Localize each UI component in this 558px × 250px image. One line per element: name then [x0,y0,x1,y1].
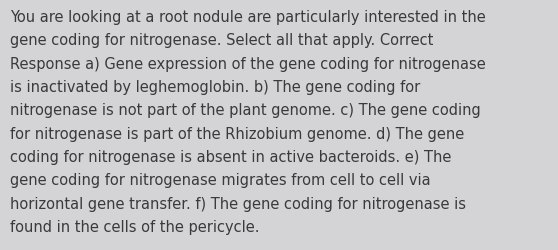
Text: coding for nitrogenase is absent in active bacteroids. e) The: coding for nitrogenase is absent in acti… [10,150,451,164]
Text: gene coding for nitrogenase migrates from cell to cell via: gene coding for nitrogenase migrates fro… [10,173,431,188]
Text: nitrogenase is not part of the plant genome. c) The gene coding: nitrogenase is not part of the plant gen… [10,103,481,118]
Text: Response a) Gene expression of the gene coding for nitrogenase: Response a) Gene expression of the gene … [10,56,486,72]
Text: for nitrogenase is part of the Rhizobium genome. d) The gene: for nitrogenase is part of the Rhizobium… [10,126,464,141]
Text: You are looking at a root nodule are particularly interested in the: You are looking at a root nodule are par… [10,10,486,25]
Text: is inactivated by leghemoglobin. b) The gene coding for: is inactivated by leghemoglobin. b) The … [10,80,420,95]
Text: horizontal gene transfer. f) The gene coding for nitrogenase is: horizontal gene transfer. f) The gene co… [10,196,466,211]
Text: found in the cells of the pericycle.: found in the cells of the pericycle. [10,219,259,234]
Text: gene coding for nitrogenase. Select all that apply. Correct: gene coding for nitrogenase. Select all … [10,33,434,48]
